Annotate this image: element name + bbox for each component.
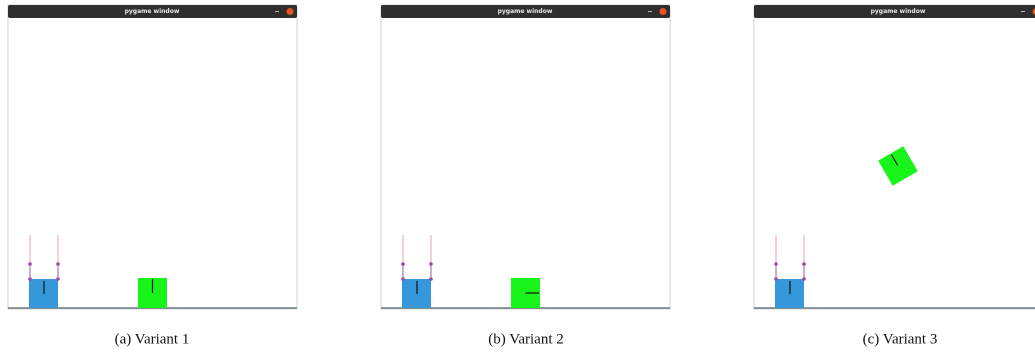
window-b: pygame window bbox=[381, 5, 670, 309]
caption: (c) Variant 3 bbox=[863, 331, 938, 347]
window-title: pygame window bbox=[871, 8, 926, 15]
caption: (b) Variant 2 bbox=[488, 331, 564, 347]
caption: (a) Variant 1 bbox=[115, 331, 190, 347]
page: pygame window (a) Variant 1 pygame windo… bbox=[0, 0, 1035, 356]
window-title: pygame window bbox=[125, 8, 180, 15]
window-c: pygame window bbox=[754, 5, 1035, 309]
figure: pygame window (a) Variant 1 pygame windo… bbox=[0, 0, 1035, 356]
window-title: pygame window bbox=[498, 8, 553, 15]
window-a: pygame window bbox=[8, 5, 297, 309]
